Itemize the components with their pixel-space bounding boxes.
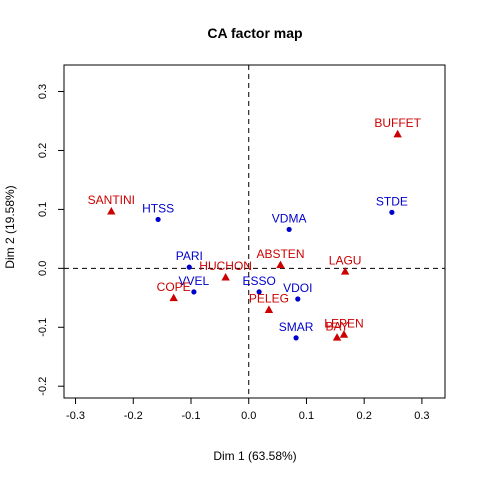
point-label: PELEG <box>249 292 289 306</box>
plot-frame <box>63 64 446 399</box>
circle-point <box>191 289 197 295</box>
y-axis: -0.2 -0.1 0.0 0.1 0.2 0.3 <box>37 84 64 396</box>
point-label: HTSS <box>142 201 174 215</box>
triangle-point <box>169 293 178 302</box>
circle-point <box>293 335 299 341</box>
point-label: VVEL <box>179 274 210 288</box>
point-label: ABSTEN <box>256 247 304 261</box>
y-tick-label: 0.3 <box>37 84 49 99</box>
circle-point <box>186 264 192 270</box>
point-label: SANTINI <box>88 193 135 207</box>
circle-point <box>389 209 395 215</box>
x-tick-label: -0.1 <box>182 410 201 422</box>
point-label: VDOI <box>283 281 312 295</box>
circle-point <box>295 296 301 302</box>
y-tick-label: -0.2 <box>37 377 49 396</box>
triangle-point <box>276 260 285 269</box>
y-axis-title: Dim 2 (19.58%) <box>3 185 17 268</box>
triangle-point <box>264 305 274 313</box>
triangle-point <box>340 267 350 275</box>
x-tick-label: -0.2 <box>124 410 143 422</box>
y-tick-label: 0.2 <box>37 143 49 158</box>
circle-point <box>286 226 292 233</box>
point-label: VDMA <box>272 211 307 225</box>
triangle-point <box>339 330 349 338</box>
circle-point <box>256 289 262 295</box>
x-tick-label: 0.1 <box>299 410 314 422</box>
data-points: HTSS PARI VVEL ESSO VDMA VDOI SMAR STDE SANTINI C… <box>88 116 422 341</box>
x-tick-label: 0.2 <box>357 410 372 422</box>
y-tick-label: 0.0 <box>37 261 49 276</box>
point-label: STDE <box>376 194 408 208</box>
x-tick-label: 0.0 <box>241 410 256 422</box>
point-label: COPE <box>157 280 191 294</box>
point-label: HUCHON <box>199 259 252 273</box>
x-axis-title: Dim 1 (63.58%) <box>213 449 296 463</box>
triangle-point <box>393 129 402 138</box>
y-tick-label: 0.1 <box>37 202 49 217</box>
y-tick-label: -0.1 <box>37 318 49 337</box>
triangle-point <box>332 333 342 341</box>
point-label: LAGU <box>329 253 362 267</box>
x-tick-label: 0.3 <box>414 410 429 422</box>
plot-area <box>63 64 446 399</box>
x-tick-label: -0.3 <box>66 410 85 422</box>
x-axis: -0.3 -0.2 -0.1 0.0 0.1 0.2 0.3 <box>66 398 430 422</box>
point-label: ESSO <box>242 274 275 288</box>
point-label: PARI <box>176 249 203 263</box>
point-label: BAY <box>325 319 348 333</box>
point-label: LEPEN <box>324 316 363 330</box>
chart-title: CA factor map <box>207 25 302 41</box>
point-label: BUFFET <box>374 116 421 130</box>
triangle-point <box>107 206 116 215</box>
circle-point <box>155 216 161 223</box>
triangle-point <box>221 272 230 281</box>
point-label: SMAR <box>279 320 314 334</box>
